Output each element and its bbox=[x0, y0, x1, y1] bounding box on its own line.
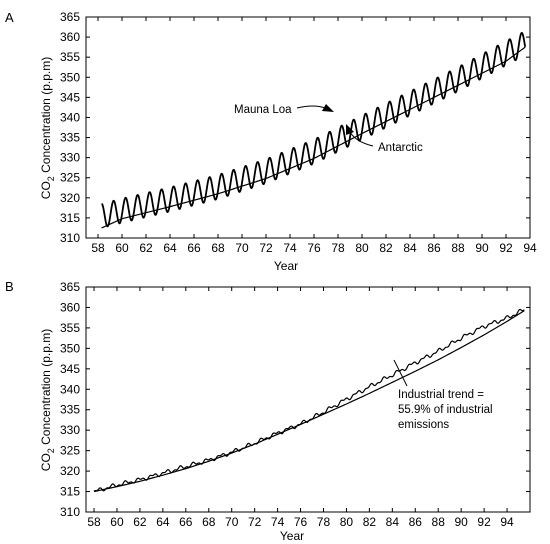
x-tick-label: 58 bbox=[87, 515, 101, 529]
antarctic-arrow-line bbox=[349, 131, 374, 147]
y-tick-label: 360 bbox=[60, 30, 80, 44]
x-tick-label: 76 bbox=[294, 515, 308, 529]
series-mauna-loa-line bbox=[101, 32, 527, 228]
mauna-loa-arrow-head bbox=[322, 104, 334, 112]
x-tick-label: 84 bbox=[403, 241, 417, 255]
y-tick-label: 345 bbox=[60, 362, 80, 376]
x-tick-label: 74 bbox=[271, 515, 285, 529]
y-tick-label: 340 bbox=[60, 110, 80, 124]
x-tick-label: 88 bbox=[451, 241, 465, 255]
x-tick-label: 94 bbox=[523, 241, 537, 255]
y-tick-label: 355 bbox=[60, 321, 80, 335]
annotation-mauna-loa: Mauna Loa bbox=[234, 104, 292, 116]
panel-a-letter: A bbox=[5, 10, 14, 25]
panel-a-y-axis-label: CO2 Concentration (p.p.m) bbox=[39, 57, 56, 199]
x-tick-label: 66 bbox=[187, 241, 201, 255]
x-tick-label: 88 bbox=[432, 515, 446, 529]
x-tick-label: 90 bbox=[454, 515, 468, 529]
x-tick-label: 60 bbox=[110, 515, 124, 529]
x-tick-label: 58 bbox=[91, 241, 105, 255]
x-tick-label: 82 bbox=[363, 515, 377, 529]
x-tick-label: 86 bbox=[409, 515, 423, 529]
x-tick-label: 90 bbox=[475, 241, 489, 255]
y-tick-label: 365 bbox=[60, 10, 80, 24]
panel-a-series bbox=[101, 32, 527, 229]
x-tick-label: 72 bbox=[259, 241, 273, 255]
y-tick-label: 325 bbox=[60, 171, 80, 185]
x-tick-label: 64 bbox=[163, 241, 177, 255]
x-tick-label: 86 bbox=[427, 241, 441, 255]
panel-a-plot-frame bbox=[85, 16, 531, 239]
y-tick-label: 310 bbox=[60, 505, 80, 519]
y-tick-label: 335 bbox=[60, 131, 80, 145]
x-tick-label: 84 bbox=[386, 515, 400, 529]
x-tick-label: 94 bbox=[500, 515, 514, 529]
y-tick-label: 310 bbox=[60, 231, 80, 245]
series-antarctic-line bbox=[101, 46, 526, 229]
x-tick-label: 82 bbox=[379, 241, 393, 255]
y-tick-label: 320 bbox=[60, 191, 80, 205]
x-tick-label: 92 bbox=[499, 241, 513, 255]
x-tick-label: 68 bbox=[202, 515, 216, 529]
x-tick-label: 92 bbox=[477, 515, 491, 529]
x-tick-label: 70 bbox=[225, 515, 239, 529]
annotation-industrial-trend-line-2: 55.9% of industrial bbox=[398, 404, 493, 416]
y-tick-label: 320 bbox=[60, 464, 80, 478]
y-tick-label: 315 bbox=[60, 485, 80, 499]
y-tick-label: 345 bbox=[60, 90, 80, 104]
antarctic-arrow-head bbox=[346, 124, 354, 135]
panel-b-x-axis-label: Year bbox=[280, 529, 304, 543]
y-tick-label: 330 bbox=[60, 151, 80, 165]
annotation-antarctic: Antarctic bbox=[378, 142, 423, 154]
y-tick-label: 355 bbox=[60, 50, 80, 64]
y-tick-label: 365 bbox=[60, 280, 80, 294]
y-tick-label: 325 bbox=[60, 444, 80, 458]
x-tick-label: 62 bbox=[133, 515, 147, 529]
panel-b-letter: B bbox=[5, 279, 14, 294]
y-tick-label: 335 bbox=[60, 403, 80, 417]
y-tick-label: 315 bbox=[60, 211, 80, 225]
panel-a: A 58 60 62 64 66 68 70 72 74 76 78 80 82 84 86 88 90 92 94… bbox=[5, 10, 537, 273]
panel-b-series bbox=[93, 308, 525, 493]
y-tick-label: 360 bbox=[60, 300, 80, 314]
annotation-industrial-trend-line-3: emissions bbox=[398, 419, 449, 431]
series-industrial-trend-line bbox=[93, 310, 525, 493]
annotation-industrial-trend: Industrial trend = 55.9% of industrial e… bbox=[398, 389, 496, 431]
industrial-trend-leader-line bbox=[393, 359, 408, 387]
panel-b-ticks: 58 60 62 64 66 68 70 72 74 76 78 80 82 84 86 88 90 92 94 31… bbox=[60, 280, 530, 529]
y-tick-label: 330 bbox=[60, 423, 80, 437]
x-tick-label: 78 bbox=[331, 241, 345, 255]
panel-b: B 58 60 62 64 66 68 70 72 74 76 78 80 82 84 86 88 90 92 94… bbox=[5, 279, 531, 543]
x-tick-label: 78 bbox=[317, 515, 331, 529]
y-tick-label: 340 bbox=[60, 382, 80, 396]
x-tick-label: 76 bbox=[307, 241, 321, 255]
x-tick-label: 70 bbox=[235, 241, 249, 255]
x-tick-label: 74 bbox=[283, 241, 297, 255]
y-tick-label: 350 bbox=[60, 341, 80, 355]
x-tick-label: 60 bbox=[115, 241, 129, 255]
x-tick-label: 62 bbox=[139, 241, 153, 255]
x-tick-label: 72 bbox=[248, 515, 262, 529]
y-tick-label: 350 bbox=[60, 70, 80, 84]
panel-b-plot-frame bbox=[85, 286, 531, 513]
x-tick-label: 80 bbox=[340, 515, 354, 529]
mauna-loa-arrow-line bbox=[296, 105, 326, 109]
x-tick-label: 66 bbox=[179, 515, 193, 529]
panel-b-y-axis-label: CO2 Concentration (p.p.m) bbox=[39, 329, 56, 471]
panel-a-ticks: 58 60 62 64 66 68 70 72 74 76 78 80 82 84 86 88 90 92 94 31… bbox=[60, 10, 537, 255]
x-tick-label: 80 bbox=[355, 241, 369, 255]
panel-a-x-axis-label: Year bbox=[274, 259, 298, 273]
x-tick-label: 64 bbox=[156, 515, 170, 529]
annotation-industrial-trend-line-1: Industrial trend = bbox=[398, 389, 484, 401]
x-tick-label: 68 bbox=[211, 241, 225, 255]
